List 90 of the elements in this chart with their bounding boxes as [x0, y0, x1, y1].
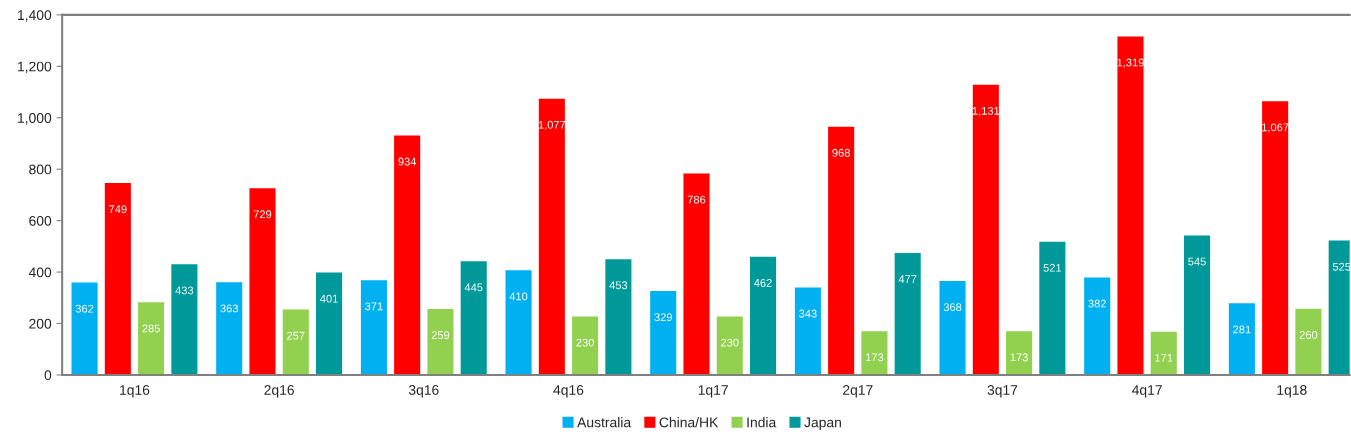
data-label: 368 — [943, 303, 962, 312]
x-tick-label: 3q16 — [408, 385, 439, 398]
bar — [893, 251, 923, 375]
data-label: 260 — [1299, 330, 1318, 339]
bar — [715, 315, 745, 375]
x-tick-label: 1q17 — [698, 385, 728, 398]
bar — [1004, 329, 1034, 375]
data-label: 171 — [1155, 353, 1173, 362]
data-label: 1,319 — [1117, 58, 1144, 68]
data-label: 477 — [898, 275, 917, 283]
bar — [459, 259, 489, 375]
data-label: 173 — [866, 353, 884, 362]
bar — [537, 97, 567, 375]
data-label: 729 — [253, 210, 272, 219]
bar — [70, 281, 100, 375]
data-label: 401 — [320, 294, 338, 303]
data-label: 230 — [721, 338, 739, 347]
y-tick-label: 200 — [29, 318, 52, 329]
bar — [103, 181, 133, 375]
bar — [426, 307, 455, 375]
x-tick-label: 1q16 — [120, 385, 150, 398]
x-tick-label: 3q17 — [987, 385, 1018, 398]
legend-label: China/HK — [659, 417, 719, 428]
bar — [1037, 240, 1067, 375]
bar — [281, 308, 311, 375]
y-tick-label: 400 — [28, 267, 52, 278]
bar — [359, 278, 389, 375]
data-label: 749 — [109, 205, 127, 214]
bar — [136, 300, 166, 375]
data-label: 285 — [142, 324, 160, 333]
data-label: 410 — [509, 292, 528, 301]
data-label: 257 — [287, 331, 305, 340]
data-label: 281 — [1233, 325, 1251, 334]
data-label: 362 — [75, 304, 94, 313]
bar — [504, 268, 533, 375]
y-tick-label: 1,000 — [18, 113, 52, 125]
bar — [570, 315, 600, 375]
data-label: 934 — [398, 157, 417, 166]
y-tick-label: 0 — [44, 370, 52, 381]
x-tick-label: 2q17 — [843, 385, 873, 398]
bar — [648, 289, 678, 375]
x-tick-label: 4q17 — [1131, 385, 1162, 398]
x-tick-label: 1q18 — [1277, 385, 1307, 398]
data-label: 525 — [1332, 262, 1351, 271]
bar — [603, 257, 633, 375]
bar — [214, 280, 244, 375]
x-tick-label: 2q16 — [264, 385, 294, 398]
legend-label: Japan — [804, 417, 841, 431]
bar — [793, 286, 823, 375]
bar — [1082, 275, 1112, 375]
bar — [169, 262, 199, 375]
bar — [1260, 99, 1290, 375]
y-tick-label: 800 — [29, 164, 52, 175]
bar — [314, 271, 344, 375]
legend-label: Australia — [577, 417, 632, 428]
data-label: 230 — [576, 338, 594, 347]
data-label: 545 — [1188, 257, 1206, 266]
data-label: 343 — [799, 309, 817, 318]
x-tick-label: 4q16 — [553, 385, 584, 398]
bar — [1227, 301, 1257, 375]
bar — [1149, 330, 1179, 375]
data-label: 445 — [464, 283, 483, 292]
legend-label: India — [747, 417, 777, 428]
data-label: 453 — [609, 281, 628, 290]
data-label: 371 — [365, 302, 383, 311]
bar — [682, 172, 711, 375]
data-label: 382 — [1088, 299, 1106, 308]
data-label: 259 — [431, 331, 450, 340]
data-label: 173 — [1010, 353, 1028, 362]
bar — [826, 125, 856, 375]
bar — [748, 255, 778, 375]
data-label: 329 — [654, 313, 672, 322]
data-label: 462 — [754, 279, 772, 287]
data-label: 786 — [687, 195, 706, 204]
data-label: 1,077 — [538, 120, 566, 131]
data-label: 433 — [175, 286, 194, 295]
bar — [392, 134, 422, 375]
y-tick-label: 1,200 — [18, 61, 52, 74]
y-tick-label: 1,400 — [18, 10, 52, 22]
bar — [248, 186, 277, 375]
bar — [1116, 34, 1145, 375]
bar — [859, 329, 889, 375]
bar — [1182, 234, 1212, 375]
data-label: 968 — [832, 148, 850, 157]
data-label: 521 — [1043, 263, 1062, 272]
bar — [971, 83, 1001, 375]
bar — [1293, 307, 1323, 375]
y-tick-label: 600 — [29, 215, 52, 226]
bar — [938, 279, 967, 375]
data-label: 363 — [220, 304, 239, 313]
